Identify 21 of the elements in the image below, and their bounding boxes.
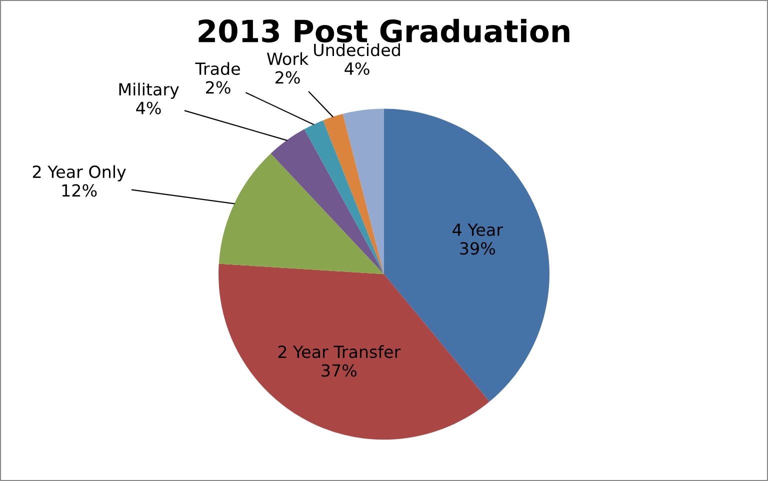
slice-label: 2 Year Transfer <box>278 345 401 358</box>
chart-title: 2013 Post Graduation <box>198 18 570 43</box>
slice-label: 4 Year <box>452 224 504 236</box>
pie-slice <box>342 108 384 274</box>
data-label: 12% <box>62 184 97 197</box>
data-label: 2% <box>206 81 230 94</box>
pie-slice <box>323 114 384 274</box>
data-label: 4% <box>136 102 161 114</box>
slice-label: 2 Year Only <box>32 165 126 182</box>
pie-slice <box>270 129 384 274</box>
pie-slice <box>218 264 490 440</box>
slice-label: Military <box>119 82 179 99</box>
slice-label: Undecided <box>314 43 400 56</box>
data-label: 39% <box>460 242 496 255</box>
pie-slice <box>218 154 384 274</box>
data-label: 37% <box>322 364 357 377</box>
data-label: 4% <box>344 62 370 75</box>
data-label: 2% <box>276 71 300 84</box>
pie-slice <box>304 120 384 274</box>
slice-label: Work <box>267 52 309 66</box>
slice-label: Trade <box>195 62 240 76</box>
